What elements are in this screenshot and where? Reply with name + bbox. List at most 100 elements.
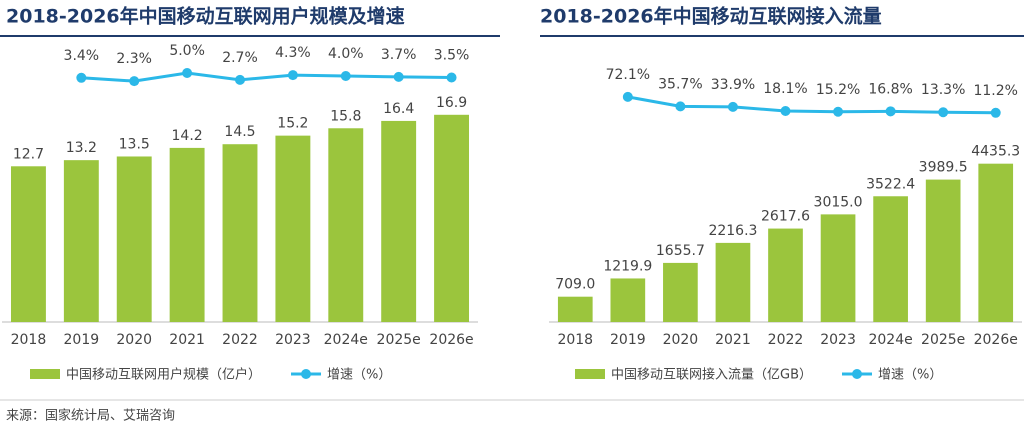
- point: [76, 72, 87, 83]
- data-label: 13.2: [66, 140, 97, 156]
- bar: [116, 156, 152, 322]
- bar: [169, 147, 205, 322]
- legend-label: 增速（%）: [878, 368, 942, 383]
- point: [780, 105, 791, 116]
- legend-label: 中国移动互联网接入流量（亿GB）: [611, 367, 812, 383]
- chart-title: 2018-2026年中国移动互联网用户规模及增速: [6, 5, 405, 28]
- x-tick-label: 2022: [222, 332, 258, 348]
- x-tick-label: 2021: [715, 332, 751, 348]
- bar: [873, 196, 908, 322]
- bar: [820, 214, 856, 322]
- data-label: 1655.7: [656, 243, 705, 259]
- point: [938, 107, 949, 118]
- x-tick-label: 2020: [116, 332, 152, 348]
- legend-swatch: [30, 369, 60, 379]
- x-tick-label: 2026e: [974, 332, 1018, 348]
- x-tick-label: 2018: [557, 332, 593, 348]
- bar: [715, 242, 751, 322]
- data-label: 33.9%: [711, 77, 755, 93]
- bar: [381, 120, 417, 322]
- point: [675, 101, 686, 112]
- data-label: 3.7%: [381, 47, 417, 63]
- data-label: 11.2%: [973, 83, 1017, 99]
- point: [182, 68, 193, 78]
- point: [990, 107, 1001, 118]
- bar: [768, 228, 803, 322]
- data-label: 15.8: [330, 108, 361, 124]
- bar: [10, 166, 46, 322]
- bar: [275, 135, 311, 322]
- data-label: 18.1%: [763, 81, 807, 97]
- bar: [328, 128, 364, 322]
- data-label: 15.2%: [816, 82, 860, 98]
- data-label: 35.7%: [658, 76, 702, 92]
- data-label: 3.5%: [434, 48, 470, 64]
- x-tick-label: 2021: [169, 332, 205, 348]
- data-label: 2.7%: [222, 50, 258, 66]
- x-tick-label: 2019: [64, 332, 100, 348]
- data-label: 13.3%: [921, 82, 965, 98]
- data-label: 15.2: [277, 116, 308, 132]
- legend-label: 增速（%）: [327, 368, 391, 383]
- chart-title: 2018-2026年中国移动互联网接入流量: [540, 5, 882, 28]
- point: [622, 91, 633, 102]
- data-label: 3.4%: [64, 48, 100, 64]
- data-label: 709.0: [555, 277, 595, 293]
- x-tick-label: 2025e: [377, 332, 421, 348]
- data-label: 4.0%: [328, 46, 364, 62]
- x-tick-label: 2024e: [324, 332, 368, 348]
- legend-swatch: [852, 369, 862, 379]
- line: [627, 95, 996, 115]
- data-label: 3522.4: [866, 176, 915, 192]
- x-tick-label: 2019: [610, 332, 646, 348]
- x-tick-label: 2022: [768, 332, 804, 348]
- data-label: 16.4: [383, 101, 414, 117]
- x-tick-label: 2023: [820, 332, 856, 348]
- data-label: 16.8%: [868, 81, 912, 97]
- point: [446, 72, 457, 83]
- data-label: 2216.3: [708, 223, 757, 239]
- point: [235, 74, 245, 85]
- bar: [222, 144, 258, 322]
- legend-swatch: [575, 369, 605, 379]
- bar: [610, 278, 646, 322]
- data-label: 13.5: [119, 136, 150, 152]
- point: [885, 106, 896, 117]
- bar: [557, 296, 593, 322]
- point: [393, 71, 404, 82]
- data-label: 3015.0: [814, 194, 863, 210]
- data-label: 14.5: [224, 124, 255, 140]
- data-label: 12.7: [13, 146, 44, 162]
- bar: [925, 179, 961, 322]
- x-tick-label: 2023: [275, 332, 311, 348]
- point: [833, 106, 844, 117]
- point: [287, 70, 298, 81]
- bar: [434, 114, 470, 322]
- x-tick-label: 2026e: [429, 332, 473, 348]
- data-label: 4435.3: [971, 144, 1020, 160]
- bar: [663, 262, 698, 322]
- point: [340, 71, 351, 81]
- point: [727, 101, 738, 112]
- x-tick-label: 2024e: [868, 332, 912, 348]
- data-label: 14.2: [172, 128, 203, 144]
- data-label: 5.0%: [169, 43, 205, 59]
- x-tick-label: 2025e: [921, 332, 965, 348]
- bar: [978, 163, 1014, 322]
- data-label: 4.3%: [275, 45, 311, 61]
- legend-label: 中国移动互联网用户规模（亿户）: [66, 367, 261, 383]
- bar: [63, 160, 99, 322]
- x-tick-label: 2018: [11, 332, 47, 348]
- data-label: 1219.9: [603, 258, 652, 274]
- source-note: 来源：国家统计局、艾瑞咨询: [6, 408, 175, 424]
- data-label: 2617.6: [761, 209, 810, 225]
- line: [81, 71, 452, 83]
- legend-swatch: [301, 369, 312, 379]
- data-label: 72.1%: [606, 67, 650, 83]
- data-label: 3989.5: [919, 160, 968, 176]
- x-tick-label: 2020: [663, 332, 699, 348]
- data-label: 2.3%: [116, 51, 152, 67]
- data-label: 16.9: [436, 95, 467, 111]
